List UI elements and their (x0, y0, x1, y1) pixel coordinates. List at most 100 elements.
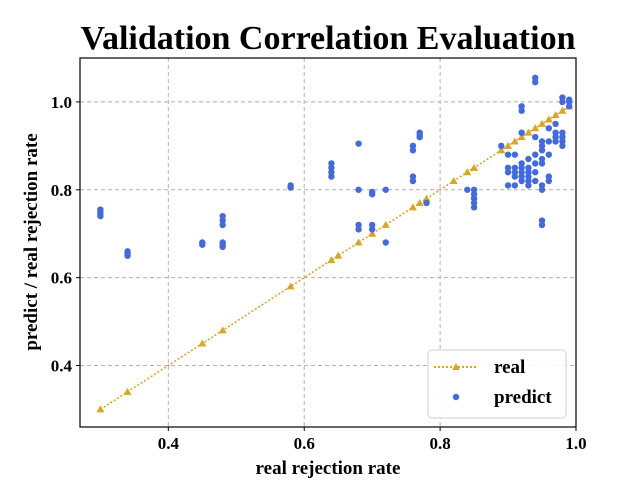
real-point-marker (368, 229, 377, 237)
predict-point (559, 129, 566, 136)
predict-point (511, 173, 519, 180)
predict-point (545, 138, 553, 145)
predict-point (525, 173, 532, 180)
real-point-marker (354, 238, 363, 246)
real-point-marker (218, 326, 227, 334)
predict-point (470, 195, 478, 202)
predict-point (559, 138, 566, 145)
predict-point (532, 133, 539, 141)
predict-point (504, 182, 512, 189)
real-point-marker (96, 405, 105, 413)
y-axis-label: predict / real rejection rate (21, 133, 42, 350)
predict-point (409, 142, 417, 150)
predict-point (518, 103, 525, 110)
legend: real predict (427, 349, 567, 419)
predict-point (518, 177, 525, 185)
predict-point (219, 221, 226, 229)
predict-point (409, 177, 417, 185)
legend-predict-label: predict (494, 387, 552, 408)
predict-point (382, 239, 389, 246)
predict-point (538, 182, 546, 189)
predict-point (511, 169, 519, 176)
x-axis-ticks: 0.4 0.6 0.8 1.0 (158, 427, 587, 453)
predict-point (416, 129, 423, 136)
predict-point (219, 212, 226, 220)
predict-point (199, 239, 206, 246)
predict-point (382, 186, 389, 193)
predict-point (423, 199, 430, 207)
predict-point (552, 120, 559, 128)
predict-point (355, 221, 362, 229)
predict-point (368, 226, 376, 233)
predict-point (328, 160, 335, 167)
predict-point (470, 190, 478, 198)
real-point-marker (531, 124, 540, 132)
real-series-markers (96, 102, 574, 413)
predict-point (559, 94, 566, 101)
real-point-marker (524, 128, 533, 136)
y-tick-label: 0.4 (51, 357, 73, 376)
predict-point (525, 155, 532, 163)
predict-point (504, 169, 512, 176)
predict-point (532, 160, 539, 167)
real-point-marker (551, 111, 560, 119)
x-tick-label: 0.6 (294, 434, 315, 453)
predict-point (545, 151, 553, 158)
real-point-marker (504, 141, 513, 149)
predict-point (525, 177, 532, 185)
predict-point (287, 182, 294, 189)
real-point-marker (334, 251, 343, 259)
predict-point (470, 186, 478, 193)
x-tick-label: 0.8 (429, 434, 450, 453)
predict-point (525, 182, 532, 189)
chart-title: Validation Correlation Evaluation (81, 20, 576, 57)
real-point-marker (510, 137, 519, 145)
predict-point (97, 206, 104, 213)
predict-point (538, 155, 546, 163)
y-tick-label: 0.8 (51, 181, 72, 200)
x-tick-label: 0.4 (158, 434, 180, 453)
predict-point (355, 226, 362, 233)
predict-point (532, 151, 539, 158)
y-tick-label: 1.0 (51, 93, 72, 112)
y-axis-ticks: 0.4 0.6 0.8 1.0 (51, 93, 80, 376)
predict-point (511, 182, 519, 189)
predict-point (518, 164, 525, 172)
predict-point (538, 160, 546, 167)
predict-point (518, 107, 525, 114)
y-tick-label: 0.6 (51, 269, 72, 288)
predict-point (504, 164, 512, 172)
predict-point (538, 221, 546, 229)
predict-point (470, 204, 478, 211)
legend-real-label: real (494, 357, 525, 378)
predict-point (538, 147, 546, 154)
real-point-marker (422, 194, 431, 202)
predict-point (511, 164, 519, 172)
predict-point (409, 173, 417, 180)
predict-point (518, 129, 525, 136)
real-point-marker (408, 203, 417, 211)
predict-point (532, 74, 539, 81)
real-point-marker (470, 163, 479, 171)
predict-point (525, 164, 532, 172)
real-point-marker (415, 198, 424, 206)
predict-point (559, 133, 566, 141)
predict-point (124, 248, 131, 255)
predict-point (470, 199, 478, 207)
real-point-marker (463, 168, 472, 176)
predict-point (219, 239, 226, 246)
predict-point (518, 169, 525, 176)
predict-point (545, 177, 553, 185)
predict-point (518, 160, 525, 167)
predict-point (328, 169, 335, 176)
real-point-marker (517, 133, 526, 141)
plot-frame (79, 57, 577, 428)
predict-point (532, 177, 539, 185)
predict-point (368, 188, 376, 196)
real-point-marker (381, 220, 390, 228)
real-point-marker (544, 115, 553, 123)
real-point-marker (286, 282, 295, 290)
predict-point (504, 151, 512, 158)
predict-point (559, 98, 566, 106)
